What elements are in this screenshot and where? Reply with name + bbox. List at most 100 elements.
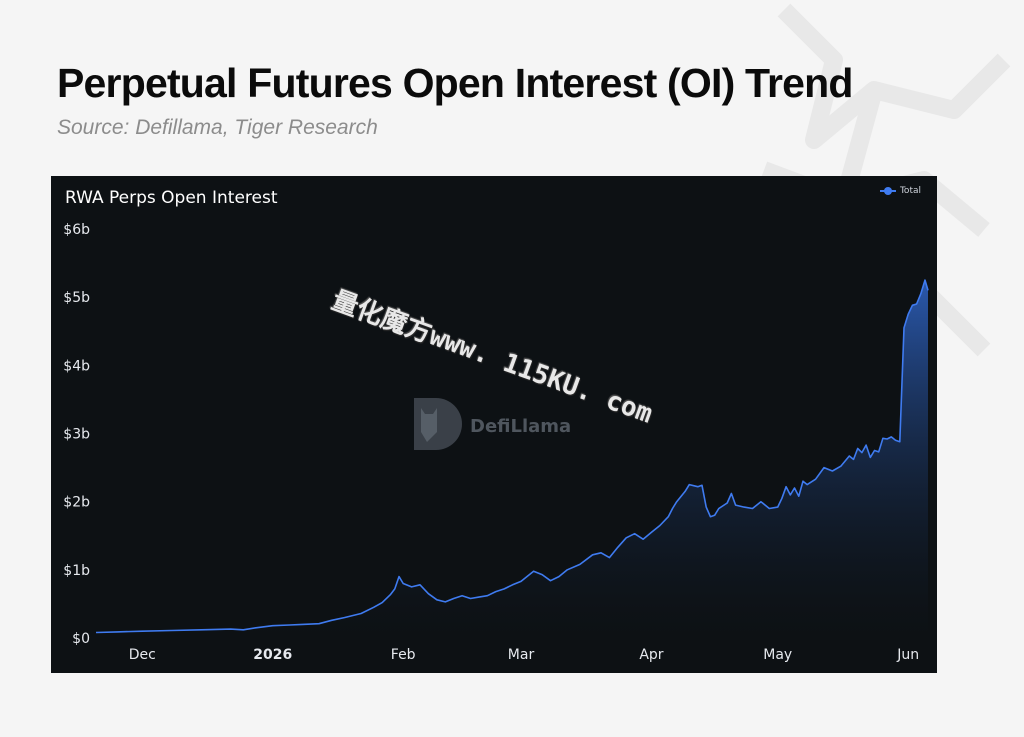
data-point-total[interactable] — [717, 507, 721, 511]
data-point-total[interactable] — [797, 494, 801, 498]
data-point-total[interactable] — [502, 587, 506, 591]
data-point-total[interactable] — [317, 622, 321, 626]
data-point-total[interactable] — [788, 493, 792, 497]
data-point-total[interactable] — [532, 569, 536, 573]
data-point-total[interactable] — [565, 568, 569, 572]
data-point-total[interactable] — [910, 303, 914, 307]
data-point-total[interactable] — [687, 483, 691, 487]
data-point-total[interactable] — [616, 545, 620, 549]
data-point-total[interactable] — [641, 537, 645, 541]
data-point-total[interactable] — [591, 553, 595, 557]
data-point-total[interactable] — [624, 536, 628, 540]
data-point-total[interactable] — [704, 505, 708, 509]
data-point-total[interactable] — [393, 587, 397, 591]
data-point-total[interactable] — [856, 447, 860, 451]
data-point-total[interactable] — [793, 486, 797, 490]
data-point-total[interactable] — [864, 443, 868, 447]
data-point-total[interactable] — [881, 436, 885, 440]
data-point-total[interactable] — [666, 515, 670, 519]
data-point-total[interactable] — [519, 579, 523, 583]
data-point-total[interactable] — [725, 501, 729, 505]
data-point-total[interactable] — [696, 485, 700, 489]
data-point-total[interactable] — [359, 612, 363, 616]
data-point-total[interactable] — [494, 590, 498, 594]
data-point-total[interactable] — [742, 505, 746, 509]
data-point-total[interactable] — [898, 440, 902, 444]
data-point-total[interactable] — [700, 483, 704, 487]
data-point-total[interactable] — [397, 575, 401, 579]
chart-legend[interactable]: Total — [879, 186, 921, 196]
data-point-total[interactable] — [885, 437, 889, 441]
data-point-total[interactable] — [288, 623, 292, 627]
data-point-total[interactable] — [372, 605, 376, 609]
data-point-total[interactable] — [418, 583, 422, 587]
data-point-total[interactable] — [435, 598, 439, 602]
data-point-total[interactable] — [330, 618, 334, 622]
data-point-total[interactable] — [830, 469, 834, 473]
data-point-total[interactable] — [271, 624, 275, 628]
data-point-total[interactable] — [926, 288, 930, 292]
data-point-total[interactable] — [708, 515, 712, 519]
data-point-total[interactable] — [549, 579, 553, 583]
data-point-total[interactable] — [784, 485, 788, 489]
data-point-total[interactable] — [401, 582, 405, 586]
data-point-total[interactable] — [342, 616, 346, 620]
data-point-total[interactable] — [683, 489, 687, 493]
data-point-total[interactable] — [906, 312, 910, 316]
data-point-total[interactable] — [822, 466, 826, 470]
data-point-total[interactable] — [759, 500, 763, 504]
data-point-total[interactable] — [557, 575, 561, 579]
data-point-total[interactable] — [776, 505, 780, 509]
data-point-total[interactable] — [852, 457, 856, 461]
data-point-total[interactable] — [511, 583, 515, 587]
data-point-total[interactable] — [170, 629, 174, 633]
data-point-total[interactable] — [902, 326, 906, 330]
data-point-total[interactable] — [847, 454, 851, 458]
data-point-total[interactable] — [780, 496, 784, 500]
data-point-total[interactable] — [254, 626, 258, 630]
data-point-total[interactable] — [767, 507, 771, 511]
data-point-total[interactable] — [469, 597, 473, 601]
data-point-total[interactable] — [671, 507, 675, 511]
data-point-total[interactable] — [452, 597, 456, 601]
data-point-total[interactable] — [801, 479, 805, 483]
data-point-total[interactable] — [713, 513, 717, 517]
data-point-total[interactable] — [873, 449, 877, 453]
data-point-total[interactable] — [389, 592, 393, 596]
data-point-total[interactable] — [658, 524, 662, 528]
data-point-total[interactable] — [115, 630, 119, 634]
data-point-total[interactable] — [540, 573, 544, 577]
data-point-total[interactable] — [633, 532, 637, 536]
data-point-total[interactable] — [485, 594, 489, 598]
data-point-total[interactable] — [578, 562, 582, 566]
data-point-total[interactable] — [380, 601, 384, 605]
data-point-total[interactable] — [751, 507, 755, 511]
data-point-total[interactable] — [894, 438, 898, 442]
data-point-total[interactable] — [729, 492, 733, 496]
data-point-total[interactable] — [477, 595, 481, 599]
data-point-total[interactable] — [599, 551, 603, 555]
data-point-total[interactable] — [443, 600, 447, 604]
data-point-total[interactable] — [410, 585, 414, 589]
data-point-total[interactable] — [805, 483, 809, 487]
data-point-total[interactable] — [734, 503, 738, 507]
data-point-total[interactable] — [814, 477, 818, 481]
data-point-total[interactable] — [426, 592, 430, 596]
data-point-total[interactable] — [889, 435, 893, 439]
data-point-total[interactable] — [94, 631, 98, 635]
data-point-total[interactable] — [675, 500, 679, 504]
data-point-total[interactable] — [650, 530, 654, 534]
data-point-total[interactable] — [300, 622, 304, 626]
data-point-total[interactable] — [919, 292, 923, 296]
data-point-total[interactable] — [868, 455, 872, 459]
data-point-total[interactable] — [915, 302, 919, 306]
data-point-total[interactable] — [923, 278, 927, 282]
data-point-total[interactable] — [460, 594, 464, 598]
data-point-total[interactable] — [140, 629, 144, 633]
data-point-total[interactable] — [607, 556, 611, 560]
data-point-total[interactable] — [839, 464, 843, 468]
data-point-total[interactable] — [241, 628, 245, 632]
data-point-total[interactable] — [229, 627, 233, 631]
data-point-total[interactable] — [877, 450, 881, 454]
data-point-total[interactable] — [860, 451, 864, 455]
